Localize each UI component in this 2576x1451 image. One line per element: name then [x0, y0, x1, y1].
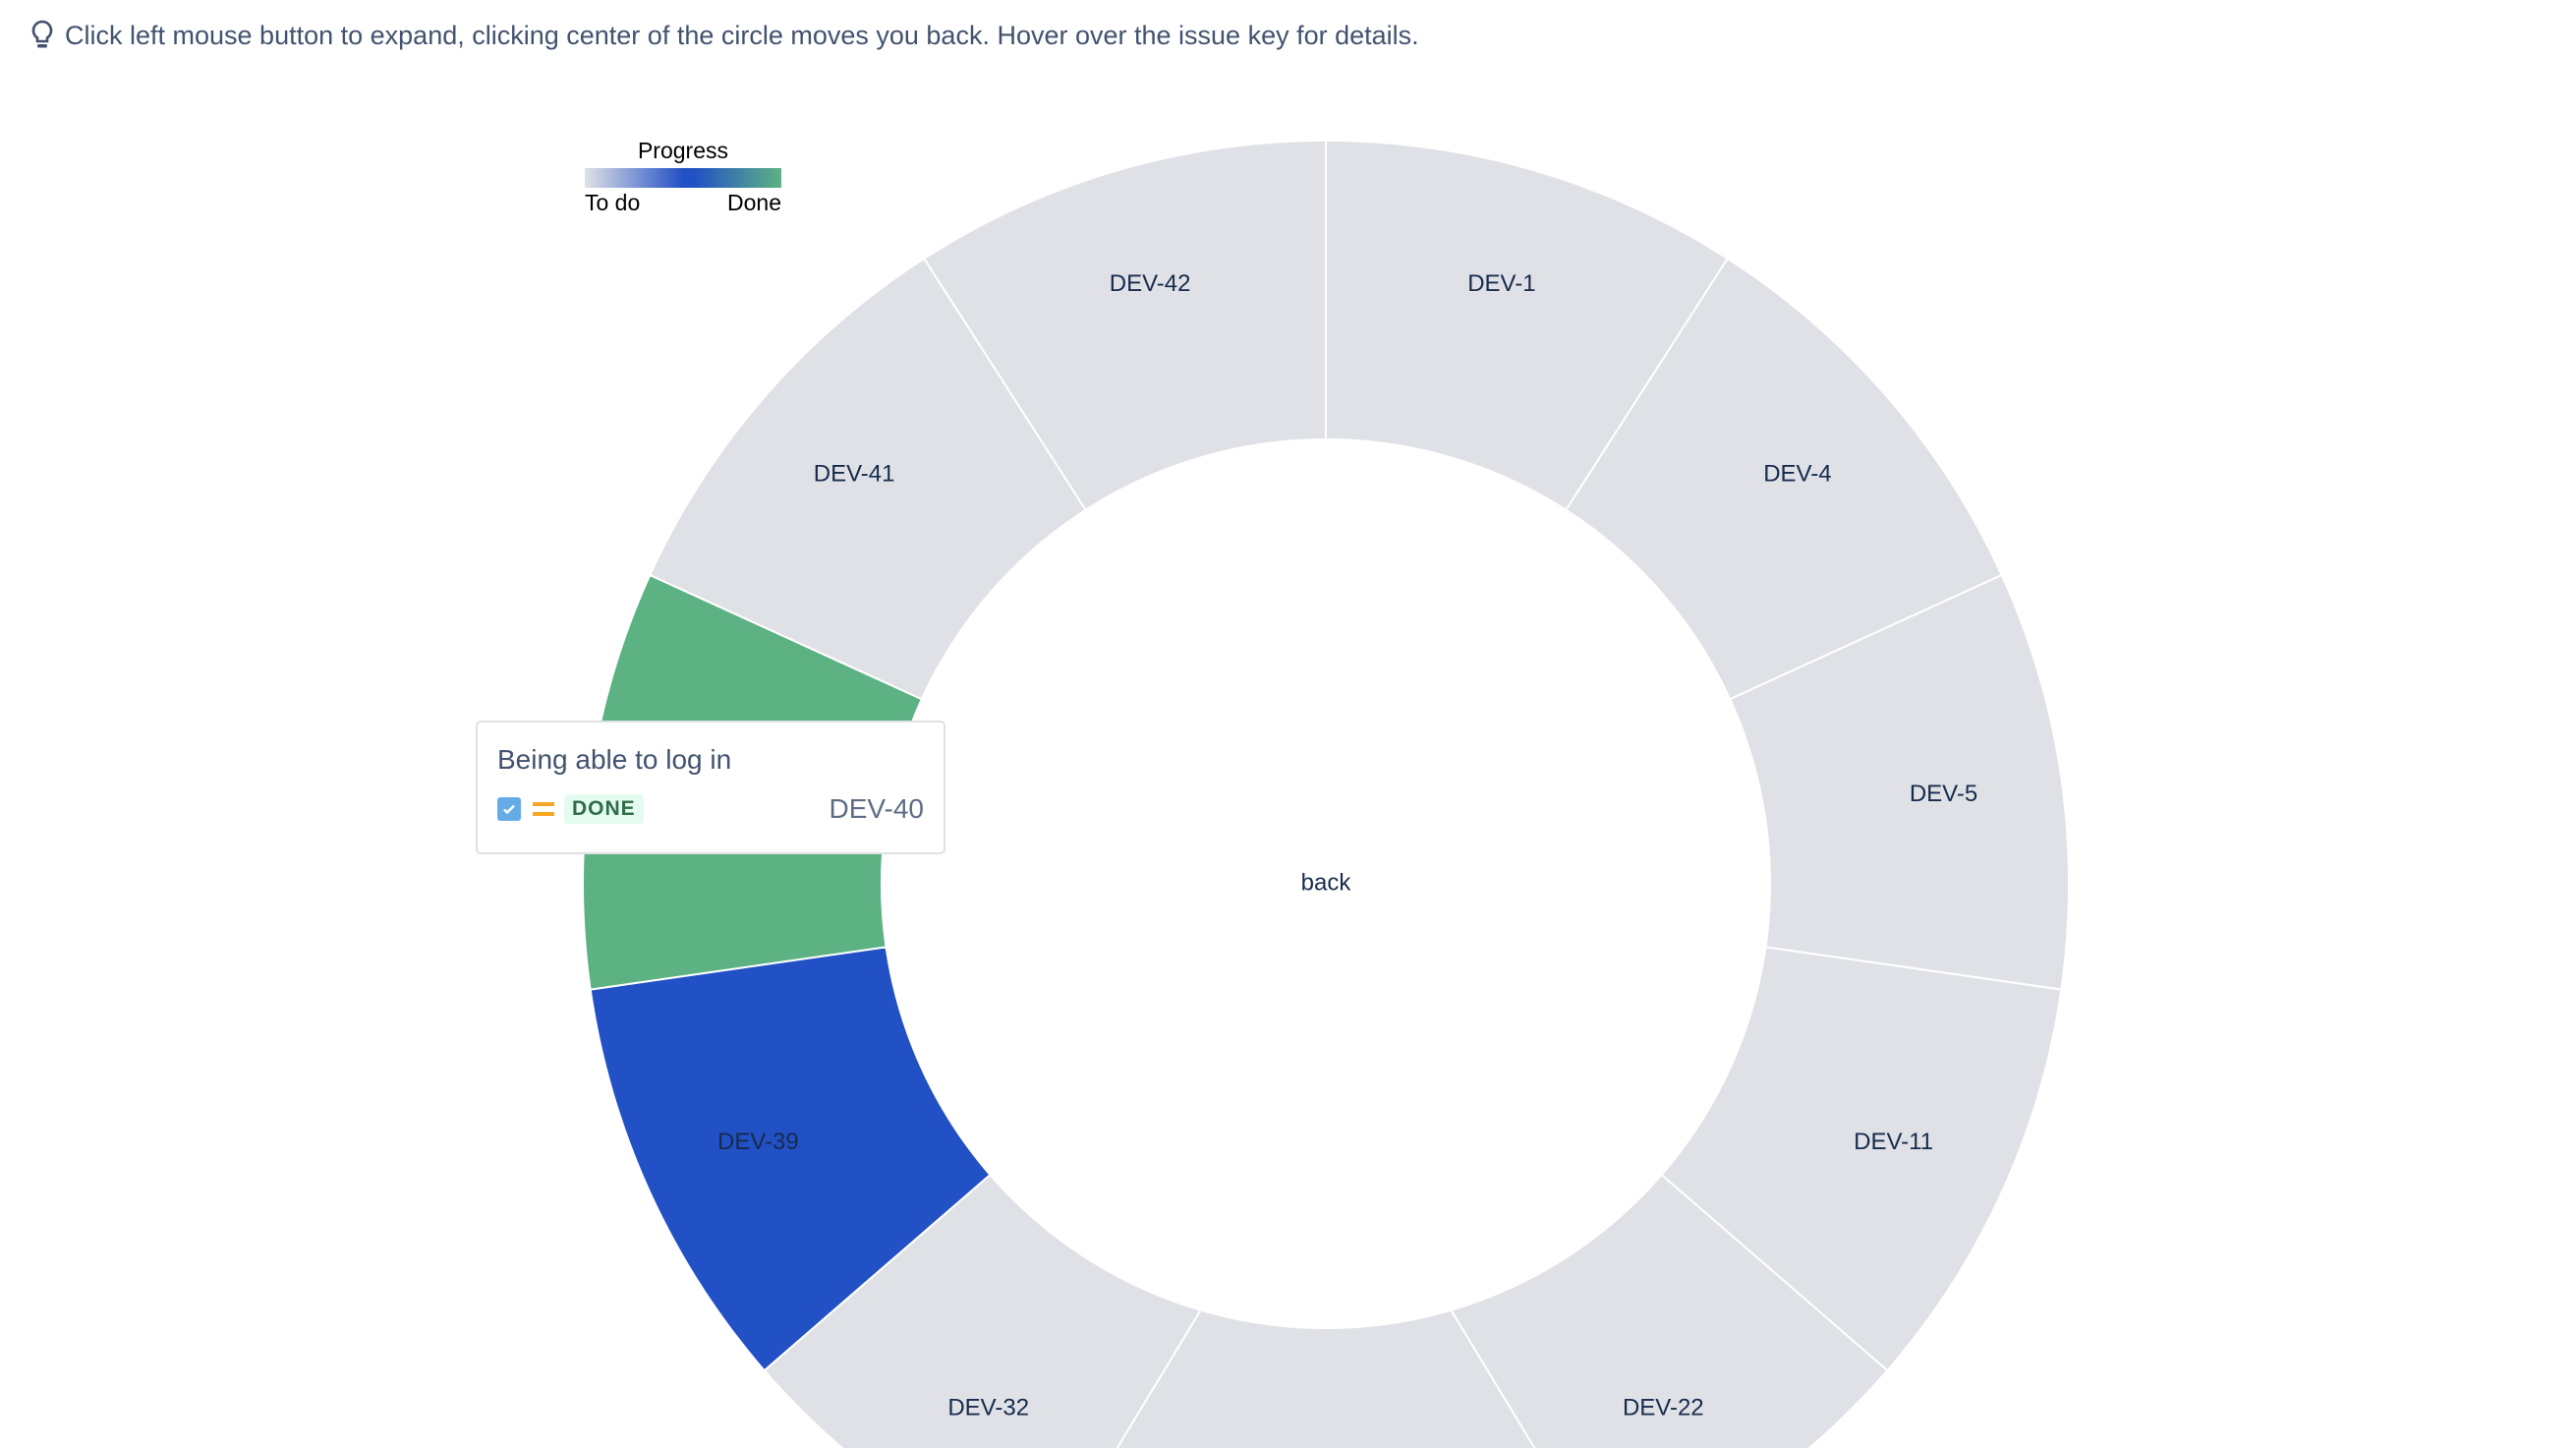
priority-medium-icon [533, 802, 554, 816]
legend-high-label: Done [727, 190, 781, 215]
progress-legend: Progress To do Done [585, 138, 781, 216]
segment-label[interactable]: DEV-39 [717, 1129, 799, 1155]
segment-label[interactable]: DEV-1 [1467, 270, 1535, 297]
back-center-button[interactable] [882, 439, 1770, 1328]
center-label[interactable]: back [1301, 869, 1352, 896]
issue-tooltip: Being able to log in DONE DEV-40 [476, 721, 945, 854]
segment-label[interactable]: DEV-41 [814, 461, 895, 488]
segment-label[interactable]: DEV-5 [1910, 781, 1977, 807]
issue-summary: Being able to log in [497, 744, 732, 775]
segment-label[interactable]: DEV-42 [1110, 270, 1191, 297]
legend-title: Progress [637, 138, 729, 163]
segment-label[interactable]: DEV-32 [947, 1395, 1029, 1422]
status-badge: DONE [564, 794, 644, 824]
hint-text: Click left mouse button to expand, click… [65, 20, 1419, 50]
segment-label[interactable]: DEV-11 [1854, 1129, 1933, 1155]
segment-label[interactable]: DEV-4 [1763, 461, 1831, 488]
legend-gradient [585, 168, 781, 188]
hint-bar: Click left mouse button to expand, click… [29, 20, 1419, 51]
legend-low-label: To do [585, 190, 641, 215]
issue-key[interactable]: DEV-40 [829, 793, 925, 824]
segment-label[interactable]: DEV-22 [1623, 1395, 1704, 1422]
checkbox-story-icon [497, 797, 521, 821]
lightbulb-icon [31, 20, 53, 48]
